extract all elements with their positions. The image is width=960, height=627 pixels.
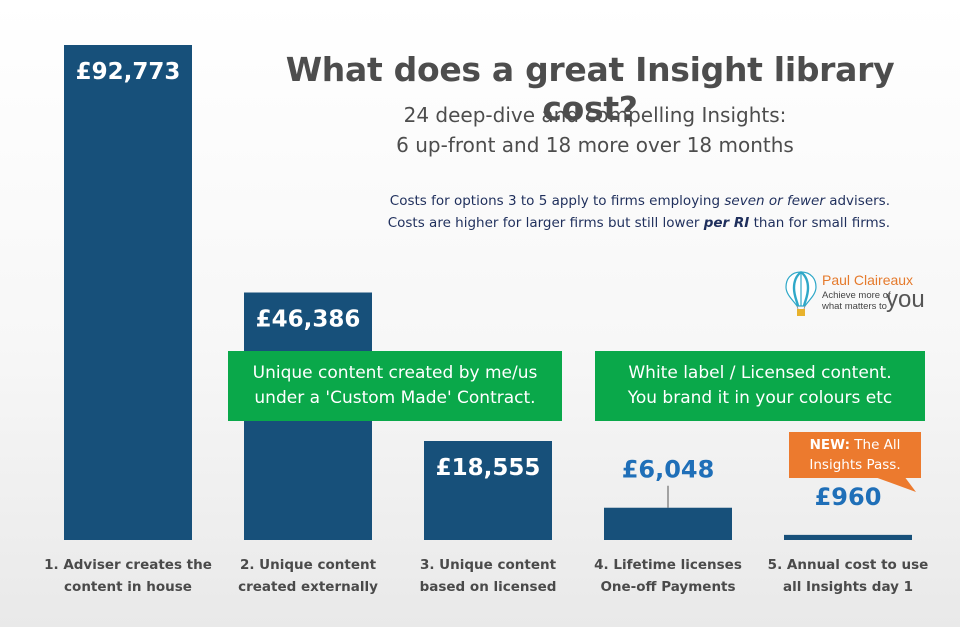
licensed-content-line-2: You brand it in your colours etc <box>627 388 893 408</box>
logo-name: Paul Claireaux <box>822 272 914 288</box>
category-label-2-line-2: created externally <box>238 579 378 595</box>
callout-line-2: Insights Pass. <box>809 457 901 473</box>
logo-tagline-1: Achieve more of <box>822 290 891 301</box>
custom-content-box: Unique content created by me/us under a … <box>228 351 562 421</box>
note-line-2-emphasis: per RI <box>703 215 750 231</box>
logo-tagline: Achieve more of what matters to <box>822 290 891 312</box>
note-line-1: Costs for options 3 to 5 apply to firms … <box>300 190 890 212</box>
callout-rest: The All <box>849 437 901 453</box>
bar-3 <box>424 440 552 540</box>
cost-note: Costs for options 3 to 5 apply to firms … <box>300 190 890 234</box>
callout-line-1: NEW: The All <box>789 435 921 455</box>
chart-title: What does a great Insight library cost? <box>285 50 895 128</box>
category-label-4-line-1: 4. Lifetime licenses <box>594 557 742 573</box>
note-line-1-start: Costs for options 3 to 5 apply to firms … <box>389 193 725 209</box>
bar-value-label-3: £18,555 <box>436 455 541 481</box>
new-pass-callout: NEW: The All Insights Pass. <box>789 432 921 478</box>
note-line-2-start: Costs are higher for larger firms but st… <box>387 215 704 231</box>
licensed-content-line-1: White label / Licensed content. <box>628 363 892 383</box>
category-label-1-line-2: content in house <box>64 579 192 595</box>
bar-4 <box>604 507 732 540</box>
labels-layer: £92,773 1. Adviser creates the content in … <box>44 59 928 595</box>
bar-value-label-1: £92,773 <box>76 59 181 85</box>
bar-value-label-5: £960 <box>815 483 882 511</box>
custom-content-line-2: under a 'Custom Made' Contract. <box>254 388 536 408</box>
note-line-1-end: advisers. <box>824 193 890 209</box>
category-label-4-line-2: One-off Payments <box>600 579 735 595</box>
bar-5 <box>784 534 912 540</box>
subtitle-line-2: 6 up-front and 18 more over 18 months <box>396 133 794 157</box>
bar-1 <box>64 45 192 540</box>
callout-bold: NEW: <box>809 437 850 453</box>
category-label-2-line-1: 2. Unique content <box>240 557 377 573</box>
logo-you: you <box>886 286 925 313</box>
licensed-content-box: White label / Licensed content. You bran… <box>595 351 925 421</box>
chart-subtitle: 24 deep-dive and compelling Insights: 6 … <box>330 100 860 160</box>
note-line-2-end: than for small firms. <box>749 215 890 231</box>
note-line-1-emphasis: seven or fewer <box>724 193 825 209</box>
bar-value-label-4: £6,048 <box>622 456 715 484</box>
category-label-1-line-1: 1. Adviser creates the <box>44 557 212 573</box>
bar-value-label-2: £46,386 <box>256 307 361 333</box>
custom-content-line-1: Unique content created by me/us <box>252 363 538 383</box>
note-line-2: Costs are higher for larger firms but st… <box>300 212 890 234</box>
brand-logo: Paul Claireaux Achieve more of what matt… <box>784 270 944 322</box>
category-label-3-line-1: 3. Unique content <box>420 557 557 573</box>
subtitle-line-1: 24 deep-dive and compelling Insights: <box>403 103 787 127</box>
category-label-3-line-2: based on licensed <box>420 579 557 595</box>
category-label-5-line-1: 5. Annual cost to use <box>768 557 929 573</box>
category-label-5-line-2: all Insights day 1 <box>783 579 913 595</box>
logo-tagline-2: what matters to <box>822 301 887 312</box>
hot-air-balloon-icon <box>785 271 817 316</box>
